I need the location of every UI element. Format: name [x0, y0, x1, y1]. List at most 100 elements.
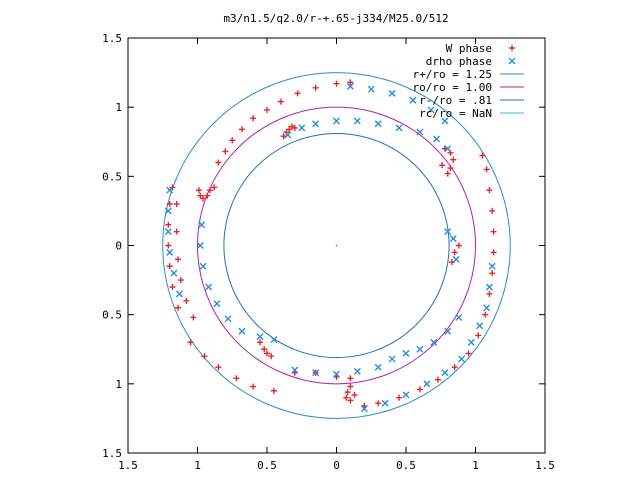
x-tick-label: 1.5	[118, 459, 138, 472]
drho-phase-point	[374, 120, 382, 128]
w-phase-point	[195, 187, 202, 194]
w-phase-point	[190, 314, 197, 321]
drho-phase-point	[353, 367, 361, 375]
drho-phase-point	[409, 96, 417, 104]
w-phase-point	[489, 270, 496, 277]
w-phase-point	[450, 156, 457, 163]
w-phase-point	[465, 350, 472, 357]
w-phase-point	[277, 98, 284, 105]
y-tick-label: 1	[115, 378, 122, 391]
drho-phase-point	[483, 304, 491, 312]
drho-phase-point	[455, 313, 463, 321]
w-phase-point	[451, 364, 458, 371]
drho-phase-point	[199, 262, 207, 270]
w-phase-point	[439, 162, 446, 169]
w-phase-point	[238, 126, 245, 133]
w-phase-point	[268, 353, 275, 360]
drho-phase-point	[284, 131, 292, 139]
w-phase-point	[291, 124, 298, 131]
drho-phase-point	[402, 391, 410, 399]
legend-label: r-/ro = .81	[419, 94, 492, 107]
drho-phase-point	[256, 333, 264, 341]
w-phase-point	[175, 256, 182, 263]
drho-phase-point	[238, 327, 246, 335]
y-tick-label: 0.5	[102, 309, 122, 322]
drho-phase-point	[360, 405, 368, 413]
w-phase-point	[451, 249, 458, 256]
w-phase-point	[375, 400, 382, 407]
w-phase-point	[229, 137, 236, 144]
w-phase-point	[173, 228, 180, 235]
w-phase-point	[490, 249, 497, 256]
w-phase-point	[187, 339, 194, 346]
circle-r-ro-81	[223, 132, 450, 359]
drho-phase-point	[433, 135, 441, 143]
y-tick-label: 1.5	[102, 32, 122, 45]
legend-label: r+/ro = 1.25	[413, 68, 492, 81]
x-tick-label: 1.5	[535, 459, 555, 472]
w-phase-point	[250, 115, 257, 122]
y-tick-label: 1	[115, 101, 122, 114]
x-tick-label: 0.5	[396, 459, 416, 472]
x-tick-label: 1	[194, 459, 201, 472]
drho-phase-point	[164, 228, 172, 236]
legend-cross-sample	[508, 57, 516, 65]
drho-phase-point	[441, 117, 449, 125]
drho-phase-point	[353, 117, 361, 125]
w-phase-point	[475, 332, 482, 339]
w-phase-point	[250, 383, 257, 390]
w-phase-point	[215, 159, 222, 166]
drho-phase-point	[423, 380, 431, 388]
x-tick-label: 0.5	[257, 459, 277, 472]
drho-phase-point	[298, 124, 306, 132]
w-phase-point	[351, 391, 358, 398]
w-phase-point	[166, 263, 173, 270]
drho-phase-point	[312, 369, 320, 377]
drho-phase-point	[333, 117, 340, 125]
drho-phase-point	[449, 235, 457, 243]
drho-phase-point	[427, 106, 435, 114]
drho-phase-point	[196, 242, 204, 249]
data-points	[164, 79, 497, 413]
drho-phase-point	[441, 369, 449, 377]
w-phase-point	[486, 290, 493, 297]
drho-phase-point	[416, 345, 424, 353]
drho-phase-point	[395, 124, 403, 132]
w-phase-point	[483, 166, 490, 173]
x-tick-label: 0	[333, 459, 340, 472]
drho-phase-point	[224, 315, 232, 323]
drho-phase-point	[402, 349, 410, 357]
legend-label: drho phase	[426, 55, 492, 68]
w-phase-point	[416, 386, 423, 393]
drho-phase-point	[198, 221, 206, 229]
drho-phase-point	[388, 355, 396, 363]
w-phase-point	[486, 187, 493, 194]
drho-phase-point	[430, 338, 438, 346]
drho-phase-point	[170, 269, 178, 277]
y-tick-label: 1.5	[102, 447, 122, 460]
w-phase-point	[183, 297, 190, 304]
w-phase-point	[343, 394, 350, 401]
w-phase-point	[455, 242, 462, 249]
circle-r-ro-1-25	[162, 72, 511, 419]
w-phase-point	[166, 201, 173, 207]
drho-phase-point	[458, 355, 466, 363]
chart-title: m3/n1.5/q2.0/r-+.65-j334/M25.0/512	[223, 12, 448, 25]
drho-phase-point	[346, 82, 354, 90]
w-phase-point	[347, 79, 354, 86]
w-phase-point	[261, 346, 268, 353]
w-phase-point	[165, 242, 172, 249]
legend-label: rc/ro = NaN	[419, 107, 492, 120]
drho-phase-point	[175, 290, 183, 298]
drho-phase-point	[488, 262, 496, 270]
drho-phase-point	[416, 128, 424, 136]
w-phase-point	[347, 397, 354, 404]
w-phase-point	[264, 106, 270, 113]
w-phase-point	[264, 350, 270, 357]
w-phase-point	[200, 195, 207, 202]
w-phase-point	[347, 375, 354, 382]
w-phase-point	[444, 170, 451, 177]
legend-plus-sample	[509, 45, 515, 51]
